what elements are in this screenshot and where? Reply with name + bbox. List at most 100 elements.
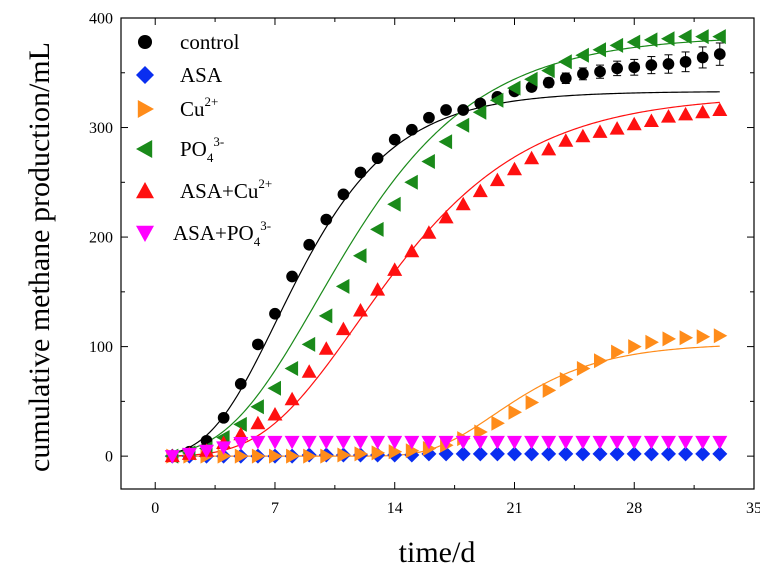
point-Cu2+ (525, 395, 540, 410)
point-ASA+Cu2+ (370, 282, 386, 296)
legend-label-superscript: 3- (213, 134, 224, 149)
y-tick-label: 300 (89, 120, 113, 137)
point-Cu2+ (269, 448, 283, 464)
legend-label: Cu2+ (180, 94, 218, 121)
point-ASA+PO43- (284, 435, 300, 450)
point-ASA (472, 446, 488, 462)
point-control (662, 58, 675, 70)
point-PO43- (301, 336, 316, 352)
point-ASA (712, 446, 728, 462)
point-control (559, 72, 572, 85)
point-Cu2+ (628, 339, 642, 355)
point-control (696, 51, 709, 64)
point-ASA (592, 446, 608, 462)
point-control (577, 68, 589, 80)
legend-marker-ASA+Cu2+ (136, 182, 154, 199)
axes: 0 7 14 21 28 35 0 100 200 300 400 (89, 11, 760, 518)
point-Cu2+ (371, 445, 386, 461)
point-ASA+PO43- (199, 444, 214, 459)
point-PO43- (643, 32, 658, 48)
legend-label-superscript: 2+ (258, 176, 272, 191)
point-ASA+Cu2+ (489, 172, 505, 187)
point-PO43- (387, 196, 401, 212)
point-PO43- (558, 54, 572, 70)
legend-marker-Cu2+ (137, 100, 154, 118)
point-ASA+PO43- (335, 435, 351, 450)
point-ASA+Cu2+ (335, 321, 351, 336)
point-ASA+PO43- (267, 435, 283, 450)
point-control (303, 238, 316, 251)
point-ASA+PO43- (421, 435, 437, 450)
point-ASA+PO43- (592, 435, 608, 450)
point-Cu2+ (559, 372, 574, 387)
point-ASA+Cu2+ (695, 104, 711, 119)
point-PO43- (370, 221, 384, 237)
point-control (611, 62, 623, 75)
x-tick-label: 14 (387, 500, 403, 517)
point-ASA+PO43- (472, 435, 488, 450)
point-control (234, 377, 247, 390)
point-control (252, 338, 264, 351)
point-control (388, 133, 401, 146)
point-Cu2+ (405, 443, 420, 459)
point-ASA (455, 446, 471, 462)
point-ASA (507, 446, 522, 462)
point-ASA+PO43- (353, 435, 368, 450)
y-tick-label: 400 (89, 11, 113, 28)
x-tick-label: 21 (506, 500, 522, 517)
point-PO43- (609, 37, 624, 53)
point-ASA+Cu2+ (541, 141, 557, 156)
point-ASA+Cu2+ (301, 364, 317, 378)
legend-label-main: ASA+PO (173, 221, 254, 245)
point-PO43- (233, 416, 247, 432)
x-axis-title: time/d (399, 536, 476, 569)
point-ASA+PO43- (387, 435, 403, 450)
point-control (423, 111, 435, 124)
point-Cu2+ (388, 444, 403, 460)
point-ASA+Cu2+ (318, 341, 334, 355)
y-axis-title: cumulative methane production/mL (23, 42, 56, 472)
legend-label-subscript: 4 (207, 150, 214, 165)
point-ASA+PO43- (541, 435, 557, 450)
point-control (337, 188, 350, 201)
point-Cu2+ (320, 448, 334, 464)
point-ASA+Cu2+ (643, 113, 659, 127)
point-control (679, 55, 692, 68)
point-PO43- (438, 134, 453, 150)
point-control (645, 59, 658, 71)
point-PO43- (541, 63, 555, 79)
point-Cu2+ (508, 404, 522, 420)
point-control (269, 307, 281, 320)
point-control (286, 270, 298, 283)
legend-marker-PO43- (136, 140, 153, 158)
point-PO43- (489, 92, 504, 108)
point-PO43- (284, 361, 299, 376)
point-Cu2+ (251, 448, 266, 464)
legend-label: ASA (180, 63, 223, 87)
legend-marker-control (137, 34, 153, 50)
point-Cu2+ (696, 329, 711, 345)
point-Cu2+ (354, 446, 368, 462)
point-control (354, 166, 367, 179)
point-ASA+PO43- (558, 435, 574, 450)
point-PO43- (353, 248, 367, 264)
point-ASA+Cu2+ (233, 426, 249, 441)
point-Cu2+ (303, 448, 317, 464)
point-ASA (575, 446, 591, 462)
legend-label: control (180, 30, 240, 54)
point-ASA (626, 446, 642, 462)
y-tick-label: 0 (105, 449, 113, 466)
point-ASA+Cu2+ (507, 161, 522, 176)
point-ASA+Cu2+ (284, 391, 300, 406)
legend-marker-ASA+PO43- (136, 225, 154, 242)
legend-label-superscript: 3- (260, 218, 271, 233)
point-control (320, 213, 333, 226)
legend-label: ASA+Cu2+ (180, 176, 272, 203)
point-ASA (489, 446, 505, 462)
point-ASA+Cu2+ (353, 303, 368, 317)
data-points (164, 29, 728, 464)
point-ASA+PO43- (575, 435, 591, 450)
point-control (713, 48, 726, 60)
fit-line-PO43- (172, 39, 720, 454)
